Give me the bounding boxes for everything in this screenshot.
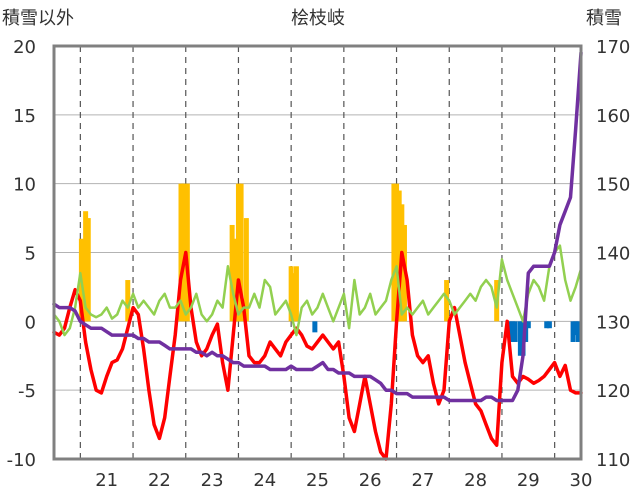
y-left-tick-label: -10 [7, 450, 36, 471]
y-left-tick-label: 10 [13, 175, 36, 196]
bar-blue [512, 321, 518, 342]
right-axis-label: 積雪 [586, 8, 622, 29]
bar-orange [391, 183, 397, 322]
chart-title: 桧枝岐 [291, 8, 345, 29]
bar-orange [288, 266, 294, 322]
x-tick-label: 21 [95, 470, 118, 491]
bar-orange [238, 183, 244, 322]
bar-orange [229, 224, 235, 322]
bar-orange [243, 218, 249, 322]
y-right-tick-label: 140 [596, 244, 630, 265]
bar-orange [396, 190, 402, 322]
x-tick-label: 27 [411, 470, 434, 491]
x-tick-label: 26 [359, 470, 382, 491]
bar-orange [444, 280, 450, 322]
bar-orange [394, 183, 400, 322]
bar-blue [525, 321, 531, 329]
y-left-tick-label: 5 [25, 244, 36, 265]
left-axis-label: 積雪以外 [2, 8, 74, 29]
bar-blue [546, 321, 552, 329]
line-series [52, 51, 583, 461]
plot-frame [52, 44, 583, 461]
tick-labels: 20 15 10 5 0 -5 -10 170 160 150 140 130 120 110 21 22 23… [7, 37, 631, 491]
bar-orange [125, 280, 131, 322]
y-left-tick-label: -5 [18, 381, 36, 402]
x-tick-label: 23 [201, 470, 224, 491]
line-purple [52, 51, 583, 403]
x-tick-label: 24 [253, 470, 276, 491]
bar-orange [233, 238, 239, 322]
y-right-tick-label: 130 [596, 312, 630, 333]
y-left-tick-label: 20 [13, 37, 36, 58]
x-tick-label: 29 [517, 470, 540, 491]
y-right-tick-label: 150 [596, 175, 630, 196]
x-tick-label: 25 [306, 470, 329, 491]
bar-blue [570, 321, 576, 342]
y-right-tick-label: 170 [596, 37, 630, 58]
bar-blue [573, 321, 579, 336]
line-green [52, 244, 583, 337]
x-tick-label: 28 [464, 470, 487, 491]
bar-orange [291, 273, 297, 322]
bar-orange [85, 218, 91, 322]
bar-orange [83, 211, 89, 322]
y-right-tick-label: 110 [596, 450, 630, 471]
y-left-tick-label: 15 [13, 106, 36, 127]
y-left-tick-label: 0 [25, 312, 36, 333]
bar-blue [517, 321, 523, 356]
bar-blue [312, 321, 318, 333]
bar-blue [575, 321, 581, 342]
bar-orange [178, 183, 184, 322]
grid-lines [54, 46, 581, 459]
y-right-tick-label: 120 [596, 381, 630, 402]
bar-blue [509, 321, 515, 342]
y-right-tick-label: 160 [596, 106, 630, 127]
bar-blue [507, 321, 513, 333]
x-tick-label: 22 [148, 470, 171, 491]
bar-orange [235, 183, 241, 322]
x-tick-label: 30 [570, 470, 593, 491]
bar-blue [544, 321, 550, 329]
bar-orange [293, 266, 299, 322]
